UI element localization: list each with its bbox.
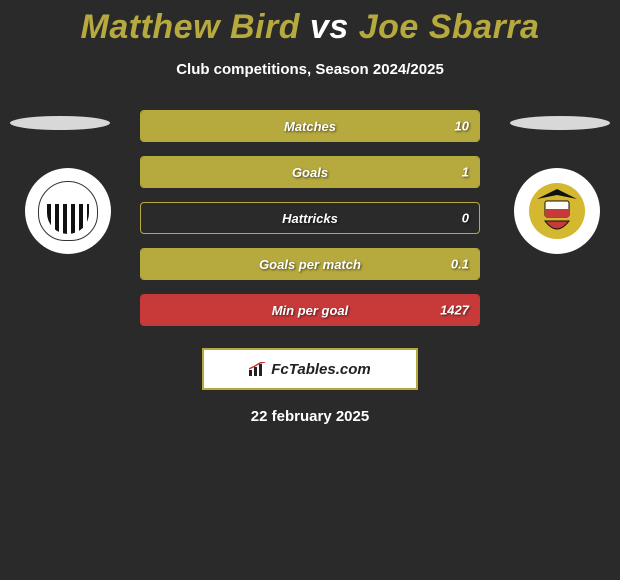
stat-label: Hattricks [282,211,338,226]
player1-club-badge [25,168,111,254]
club-crest-icon [38,181,98,241]
stat-value-right: 1 [462,165,469,180]
title-vs: vs [310,8,349,46]
player2-avatar [510,116,610,130]
stats-block: Matches 10 Goals 1 Hattricks 0 Goals per match… [0,110,620,425]
stat-rows: Matches 10 Goals 1 Hattricks 0 Goals per match… [140,110,480,326]
stat-value-right: 1427 [440,303,469,318]
stat-row: Matches 10 [140,110,480,142]
page-title: Matthew Bird vs Joe Sbarra [0,8,620,47]
comparison-card: Matthew Bird vs Joe Sbarra Club competit… [0,0,620,425]
subtitle: Club competitions, Season 2024/2025 [0,61,620,78]
title-player2: Joe Sbarra [359,8,540,46]
brand-box[interactable]: FcTables.com [202,348,418,390]
player2-club-badge [514,168,600,254]
brand-text: FcTables.com [271,361,370,378]
bar-chart-icon [249,362,267,376]
stat-row: Hattricks 0 [140,202,480,234]
title-player1: Matthew Bird [81,8,300,46]
stat-row: Goals per match 0.1 [140,248,480,280]
stat-value-right: 0.1 [451,257,469,272]
club-crest-icon [527,181,587,241]
stat-row: Goals 1 [140,156,480,188]
stat-value-right: 10 [455,119,469,134]
date-label: 22 february 2025 [0,408,620,425]
stat-label: Matches [284,119,336,134]
stat-row: Min per goal 1427 [140,294,480,326]
stat-label: Min per goal [272,303,349,318]
stat-label: Goals [292,165,328,180]
stat-value-right: 0 [462,211,469,226]
stat-label: Goals per match [259,257,361,272]
player1-avatar [10,116,110,130]
